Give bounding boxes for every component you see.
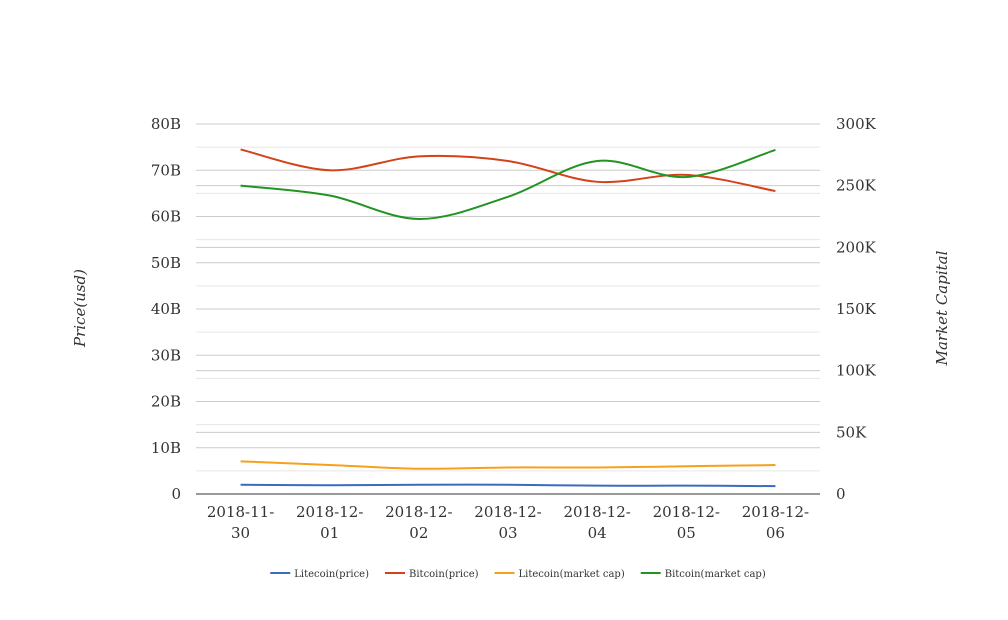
y-right-tick-label: 0 — [836, 485, 846, 503]
legend-label-bitcoin-market-cap[interactable]: Bitcoin(market cap) — [665, 569, 766, 580]
y-left-tick-label: 0 — [171, 485, 181, 503]
series-layer — [240, 148, 776, 488]
series-line-bitcoin-market-cap — [240, 148, 776, 220]
y-left-tick-label: 10B — [151, 439, 181, 457]
x-tick-label: 2018-12-02 — [385, 503, 452, 542]
y-right-tick-label: 300K — [836, 115, 877, 133]
y-left-tick-label: 80B — [151, 115, 181, 133]
x-tick-label: 2018-12-05 — [653, 503, 720, 542]
y-left-tick-label: 60B — [151, 208, 181, 226]
legend-label-litecoin-market-cap[interactable]: Litecoin(market cap) — [519, 569, 625, 580]
series-line-litecoin-price — [240, 483, 776, 488]
y-right-tick-label: 100K — [836, 362, 877, 380]
legend: Litecoin(price) Bitcoin(price) Litecoin(ma… — [270, 569, 766, 580]
y-right-tick-label: 150K — [836, 300, 877, 318]
y-left-tick-label: 40B — [151, 300, 181, 318]
y-left-tick-label: 20B — [151, 393, 181, 411]
x-tick-label: 2018-11-30 — [207, 503, 274, 542]
x-tick-label: 2018-12-04 — [563, 503, 630, 542]
y-left-tick-label: 50B — [151, 254, 181, 272]
y-axis-right-title: Market Capital — [933, 250, 951, 366]
x-tick-label: 2018-12-06 — [742, 503, 809, 542]
y-axis-left-title: Price(usd) — [71, 269, 89, 348]
y-left-tick-label: 70B — [151, 161, 181, 179]
x-tick-label: 2018-12-03 — [474, 503, 541, 542]
y-right-tick-label: 200K — [836, 238, 877, 256]
legend-label-litecoin-price[interactable]: Litecoin(price) — [294, 569, 369, 580]
series-line-litecoin-market-cap — [240, 460, 776, 470]
series-line-bitcoin-price — [240, 148, 776, 193]
legend-label-bitcoin-price[interactable]: Bitcoin(price) — [409, 569, 479, 580]
axis-layer: 0 10B 20B 30B 40B 50B 60B 70B 80B 0 50K 100K 150K 200… — [151, 115, 877, 542]
grid-layer — [196, 123, 820, 472]
x-tick-label: 2018-12-01 — [296, 503, 363, 542]
y-right-tick-label: 250K — [836, 177, 877, 195]
y-right-tick-label: 50K — [836, 423, 867, 441]
y-left-tick-label: 30B — [151, 346, 181, 364]
